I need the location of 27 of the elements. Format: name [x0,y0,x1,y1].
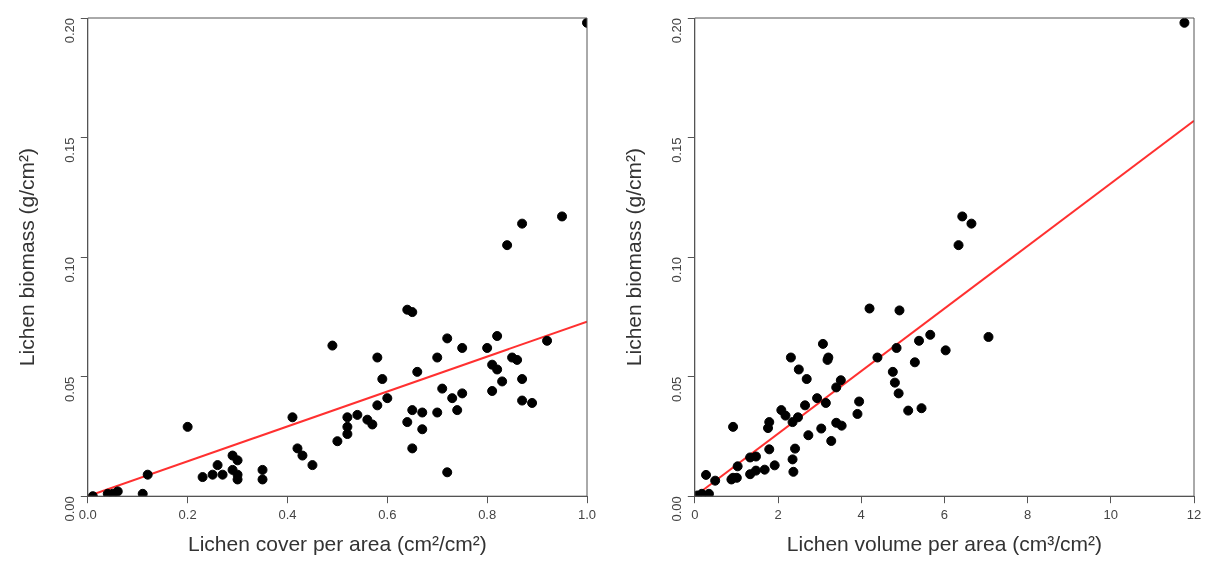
x-tick-label: 0.2 [178,506,197,522]
y-tick-label: 0.05 [62,376,78,402]
y-tick-label: 0.15 [669,137,685,163]
y-tick-label: 0.00 [669,496,685,522]
x-tick-label: 6 [940,506,949,522]
x-tick-label: 8 [1023,506,1032,522]
y-tick-label: 0.05 [669,376,685,402]
y-axis-title: Lichen biomass (g/cm²) [15,147,39,367]
x-tick-label: 0.8 [478,506,497,522]
y-tick-label: 0.20 [669,18,685,44]
y-tick-label: 0.15 [62,137,78,163]
x-tick-label: 0 [691,506,699,522]
x-tick-label: 2 [774,506,782,522]
x-tick-label: 12 [1186,506,1202,522]
y-tick-label: 0.10 [62,257,78,283]
x-tick-label: 0.4 [278,506,297,522]
y-tick-label: 0.10 [669,257,685,283]
x-tick-label: 0.0 [78,506,97,522]
x-tick-label: 0.6 [378,506,397,522]
x-axis-title: Lichen cover per area (cm²/cm²) [188,532,487,556]
x-tick-label: 10 [1103,506,1119,522]
x-tick-label: 1.0 [577,506,597,522]
y-axis-title: Lichen biomass (g/cm²) [622,147,646,367]
x-axis-title: Lichen volume per area (cm³/cm²) [786,532,1102,556]
x-tick-label: 4 [857,506,865,522]
y-tick-label: 0.20 [62,18,78,44]
y-tick-label: 0.00 [62,496,78,522]
